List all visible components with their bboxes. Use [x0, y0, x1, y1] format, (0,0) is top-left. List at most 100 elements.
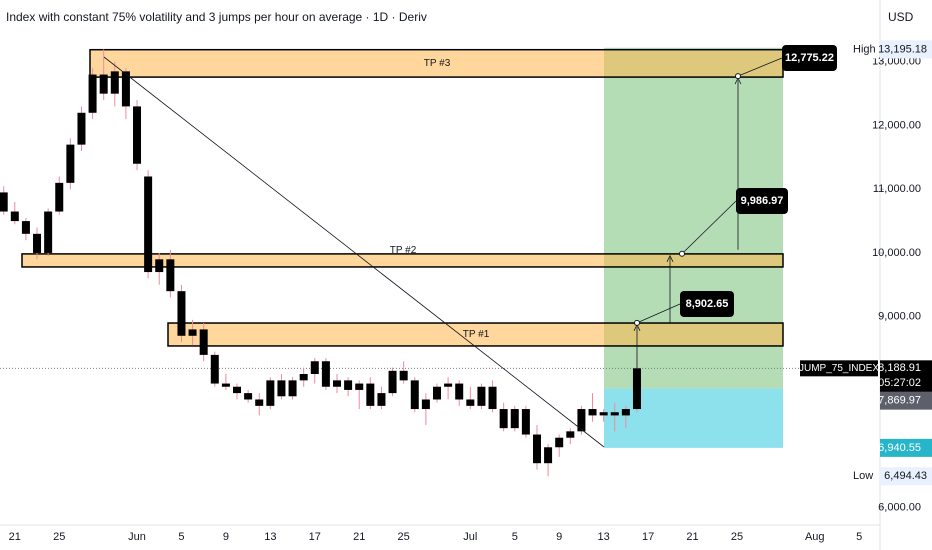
- y-tick-label: 12,000.00: [872, 119, 921, 131]
- x-tick-label: 13: [264, 531, 276, 543]
- symbol-box: [800, 360, 878, 377]
- tp-label: TP #2: [390, 245, 417, 256]
- candle-body: [577, 409, 586, 432]
- candle-body: [399, 370, 408, 381]
- axis-layer: 6,000.00 9,000.00 10,000.00 11,000.00 12,000…: [9, 40, 932, 543]
- candle-body: [88, 74, 97, 113]
- candle-body: [310, 361, 319, 374]
- callout-label: 12,775.22: [785, 52, 834, 64]
- candle-body: [188, 329, 197, 336]
- candle-body: [510, 409, 519, 429]
- candle-body: [255, 399, 264, 406]
- x-tick-label: Jun: [128, 531, 146, 543]
- x-tick-label: 9: [556, 531, 562, 543]
- extreme-name-box: [848, 467, 878, 486]
- candle-body: [488, 386, 497, 410]
- candle-body: [55, 182, 64, 212]
- x-tick-label: 25: [398, 531, 410, 543]
- tp-label: TP #1: [463, 329, 490, 340]
- x-tick-label: Jul: [463, 531, 477, 543]
- candle-body: [99, 74, 108, 94]
- tp-zone: [21, 253, 784, 268]
- candle-body: [355, 383, 364, 390]
- stop-box: [880, 438, 932, 457]
- x-tick-label: 21: [9, 531, 21, 543]
- extreme-box: [880, 467, 932, 486]
- candle-body: [410, 380, 419, 410]
- extreme-name: High: [853, 43, 876, 55]
- chart-title: Index with constant 75% volatility and 3…: [6, 10, 427, 24]
- candle-body: [133, 106, 142, 164]
- extreme-name: Low: [853, 470, 873, 482]
- extreme-name-box: [848, 40, 878, 59]
- x-tick-label: 25: [731, 531, 743, 543]
- trend-line: [103, 56, 605, 448]
- candle-body: [0, 192, 8, 212]
- currency: USD: [888, 10, 914, 24]
- candle-body: [21, 221, 30, 234]
- last-price-label: 8,188.91: [878, 362, 921, 374]
- countdown-label: 05:27:02: [878, 377, 921, 389]
- callout-box: [680, 291, 734, 317]
- callout-box: [736, 188, 788, 214]
- candle-body: [377, 393, 386, 406]
- candle-body: [477, 386, 486, 406]
- candle-body: [444, 383, 453, 387]
- candle-body: [566, 431, 575, 438]
- candle-body: [244, 393, 253, 400]
- entry-box: [880, 391, 932, 410]
- candle-body: [155, 259, 164, 273]
- x-tick-label: 5: [856, 531, 862, 543]
- candle-body: [33, 233, 42, 253]
- candle-body: [555, 437, 564, 448]
- x-tick-label: 13: [598, 531, 610, 543]
- candle-body: [466, 399, 475, 406]
- tp-label: TP #3: [424, 58, 451, 69]
- candle-layer: [0, 49, 641, 477]
- candle-body: [544, 447, 553, 464]
- y-tick-label: 10,000.00: [872, 247, 921, 259]
- front-layer: TP #3 TP #2 TP #1 8,902.65 9,986.97 12,775.22: [390, 45, 837, 369]
- candle-body: [266, 380, 275, 406]
- callout-leader: [636, 303, 681, 324]
- candle-body: [432, 386, 441, 400]
- candle-body: [277, 380, 286, 397]
- callout-point: [634, 319, 640, 326]
- candle-body: [66, 144, 75, 183]
- extreme-label: 13,195.18: [878, 43, 927, 55]
- last-price-box: [880, 360, 932, 393]
- x-tick-label: 25: [53, 531, 65, 543]
- stop-label: 6,940.55: [878, 442, 921, 454]
- arrow-head: [666, 254, 674, 262]
- extreme-box: [880, 40, 932, 59]
- candle-body: [366, 383, 375, 406]
- candle-body: [199, 329, 208, 355]
- candle-body: [632, 368, 641, 410]
- callout-label: 9,986.97: [741, 195, 784, 207]
- y-tick-label: 9,000.00: [878, 311, 921, 323]
- callout-leader: [681, 200, 737, 255]
- candle-body: [333, 380, 341, 387]
- candle-body: [421, 399, 430, 410]
- candle-body: [44, 211, 53, 253]
- candle-body: [233, 386, 242, 394]
- tp-zone: [89, 48, 784, 78]
- x-tick-label: 17: [642, 531, 654, 543]
- x-tick-label: 21: [353, 531, 365, 543]
- candle-body: [588, 409, 597, 416]
- candle-body: [344, 380, 353, 390]
- extreme-label: 6,494.43: [884, 470, 927, 482]
- candle-body: [299, 373, 308, 381]
- candle-body: [521, 409, 530, 435]
- tp-zone: [167, 322, 784, 347]
- candle-body: [121, 71, 130, 107]
- candle-body: [532, 434, 541, 464]
- x-tick-label: 9: [223, 531, 229, 543]
- x-tick-label: 17: [309, 531, 321, 543]
- candle-body: [10, 211, 19, 222]
- candle-body: [621, 409, 630, 416]
- y-tick-label: 6,000.00: [878, 502, 921, 514]
